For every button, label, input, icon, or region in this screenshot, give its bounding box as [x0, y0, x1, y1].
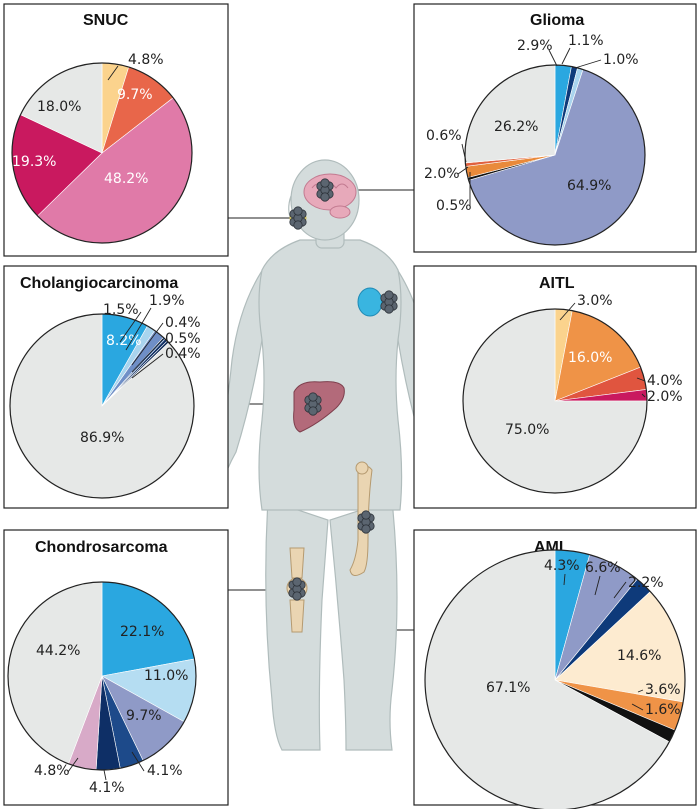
- leader-line: [125, 307, 152, 351]
- slice-label: 3.6%: [645, 682, 681, 698]
- tumor-cluster-icon: [289, 206, 307, 230]
- pie-panel-snuc: SNUC 4.8% 9.7% 48.2% 19.3% 18.0%: [3, 3, 229, 257]
- chart-title: SNUC: [83, 12, 129, 29]
- slice-labels: 22.1% 11.0% 9.7% 4.1% 4.1% 4.8% 44.2%: [34, 624, 188, 796]
- slice-label: 0.5%: [165, 331, 201, 347]
- pie-panel-cholangiocarcinoma: Cholangiocarcinoma 8.2% 1.5% 1.9% 0.4%0.5%0.…: [3, 265, 229, 509]
- tumor-cluster-icon: [380, 290, 398, 314]
- chart-title: Cholangiocarcinoma: [20, 275, 178, 292]
- pie-outline: [464, 64, 646, 246]
- pie-outline: [9, 313, 195, 499]
- leader-line: [131, 322, 164, 366]
- leader-line: [631, 703, 644, 711]
- pie-slices: [9, 313, 195, 499]
- slice-label: 48.2%: [104, 171, 148, 187]
- slice-label: 16.0%: [568, 350, 612, 366]
- slice-label: 0.6%: [426, 128, 462, 144]
- slice-label: 4.1%: [89, 780, 125, 796]
- pie-slices: [7, 581, 197, 771]
- leader-line: [637, 689, 644, 693]
- leader-line: [461, 143, 467, 163]
- slice-label: 22.1%: [120, 624, 164, 640]
- leader-line: [563, 573, 566, 586]
- slice-label: 4.8%: [128, 52, 164, 68]
- pie-outline: [11, 62, 193, 244]
- slice-label: 44.2%: [36, 643, 80, 659]
- pie-outline: [424, 549, 686, 809]
- slice-label: 26.2%: [494, 119, 538, 135]
- slice-label: 0.4%: [165, 315, 201, 331]
- pie-panel-glioma: Glioma 2.9% 1.1% 1.0% 64.9% 0.5% 2.0% 0.6% 26.2%: [413, 3, 697, 253]
- leader-line: [548, 49, 558, 67]
- slice-label: 18.0%: [37, 99, 81, 115]
- leader-line: [119, 311, 142, 343]
- slice-label: 1.1%: [568, 33, 604, 49]
- slice-label: 75.0%: [505, 422, 549, 438]
- leader-line: [561, 47, 571, 65]
- pie-slices: [462, 308, 648, 494]
- slice-labels: 3.0% 16.0% 4.0%2.0% 75.0%: [505, 293, 683, 438]
- leader-line: [559, 302, 576, 321]
- leader-line: [107, 65, 119, 81]
- slice-label: 2.9%: [517, 38, 553, 54]
- pie-slices: [11, 62, 193, 244]
- tumor-cluster-icon: [288, 577, 306, 601]
- slice-labels: 8.2% 1.5% 1.9% 0.4%0.5%0.4% 86.9%: [80, 293, 201, 446]
- slice-label: 4.1%: [147, 763, 183, 779]
- tumor-markers: [288, 178, 398, 601]
- pie-panel-chondrosarcoma: Chondrosarcoma 22.1% 11.0% 9.7% 4.1% 4.1% 4.8%…: [3, 529, 229, 806]
- slice-label: 4.3%: [544, 558, 580, 574]
- leader-line: [641, 393, 646, 398]
- chart-title: AITL: [539, 275, 575, 292]
- leader-line: [131, 353, 164, 379]
- slice-label: 1.0%: [603, 52, 639, 68]
- tumor-cluster-icon: [304, 392, 322, 416]
- slice-label: 4.0%: [647, 373, 683, 389]
- slice-label: 19.3%: [12, 154, 56, 170]
- lymph-node-icon: [357, 287, 383, 317]
- slice-label: 9.7%: [117, 87, 153, 103]
- chart-title: Glioma: [530, 12, 584, 29]
- tumor-cluster-icon: [316, 178, 334, 202]
- leader-line: [457, 166, 469, 175]
- leader-line: [636, 377, 646, 382]
- slice-label: 11.0%: [144, 668, 188, 684]
- slice-label: 0.4%: [165, 346, 201, 362]
- slice-label: 67.1%: [486, 680, 530, 696]
- leader-line: [67, 757, 79, 773]
- slice-label: 1.5%: [103, 302, 139, 318]
- slice-label: 1.9%: [149, 293, 185, 309]
- slice-label: 14.6%: [617, 648, 661, 664]
- pie-outline: [7, 581, 197, 771]
- slice-label: 1.6%: [645, 702, 681, 718]
- pie-slices: [464, 64, 646, 246]
- slice-label: 86.9%: [80, 430, 124, 446]
- slice-label: 64.9%: [567, 178, 611, 194]
- slice-label: 9.7%: [126, 708, 162, 724]
- leader-line: [103, 769, 107, 781]
- leader-line: [131, 338, 164, 373]
- leader-line: [594, 575, 601, 596]
- slice-label: 2.2%: [628, 575, 664, 591]
- slice-label: 3.0%: [577, 293, 613, 309]
- slice-label: 6.6%: [585, 560, 621, 576]
- chart-title: Chondrosarcoma: [35, 539, 168, 556]
- slice-label: 2.0%: [424, 166, 460, 182]
- slice-label: 8.2%: [106, 333, 142, 349]
- slice-label: 4.8%: [34, 763, 70, 779]
- slice-label: 2.0%: [647, 389, 683, 405]
- pie-outline: [462, 308, 648, 494]
- tumor-cluster-icon: [357, 510, 375, 534]
- leader-line: [574, 59, 602, 69]
- slice-labels: 4.3% 6.6% 2.2% 14.6% 3.6% 1.6% 67.1%: [486, 558, 681, 718]
- slice-label: 0.5%: [436, 198, 472, 214]
- slice-labels: 4.8% 9.7% 48.2% 19.3% 18.0%: [12, 52, 164, 187]
- leader-line: [131, 751, 145, 772]
- slice-labels: 2.9% 1.1% 1.0% 64.9% 0.5% 2.0% 0.6% 26.2%: [424, 33, 639, 214]
- leader-line: [613, 581, 627, 599]
